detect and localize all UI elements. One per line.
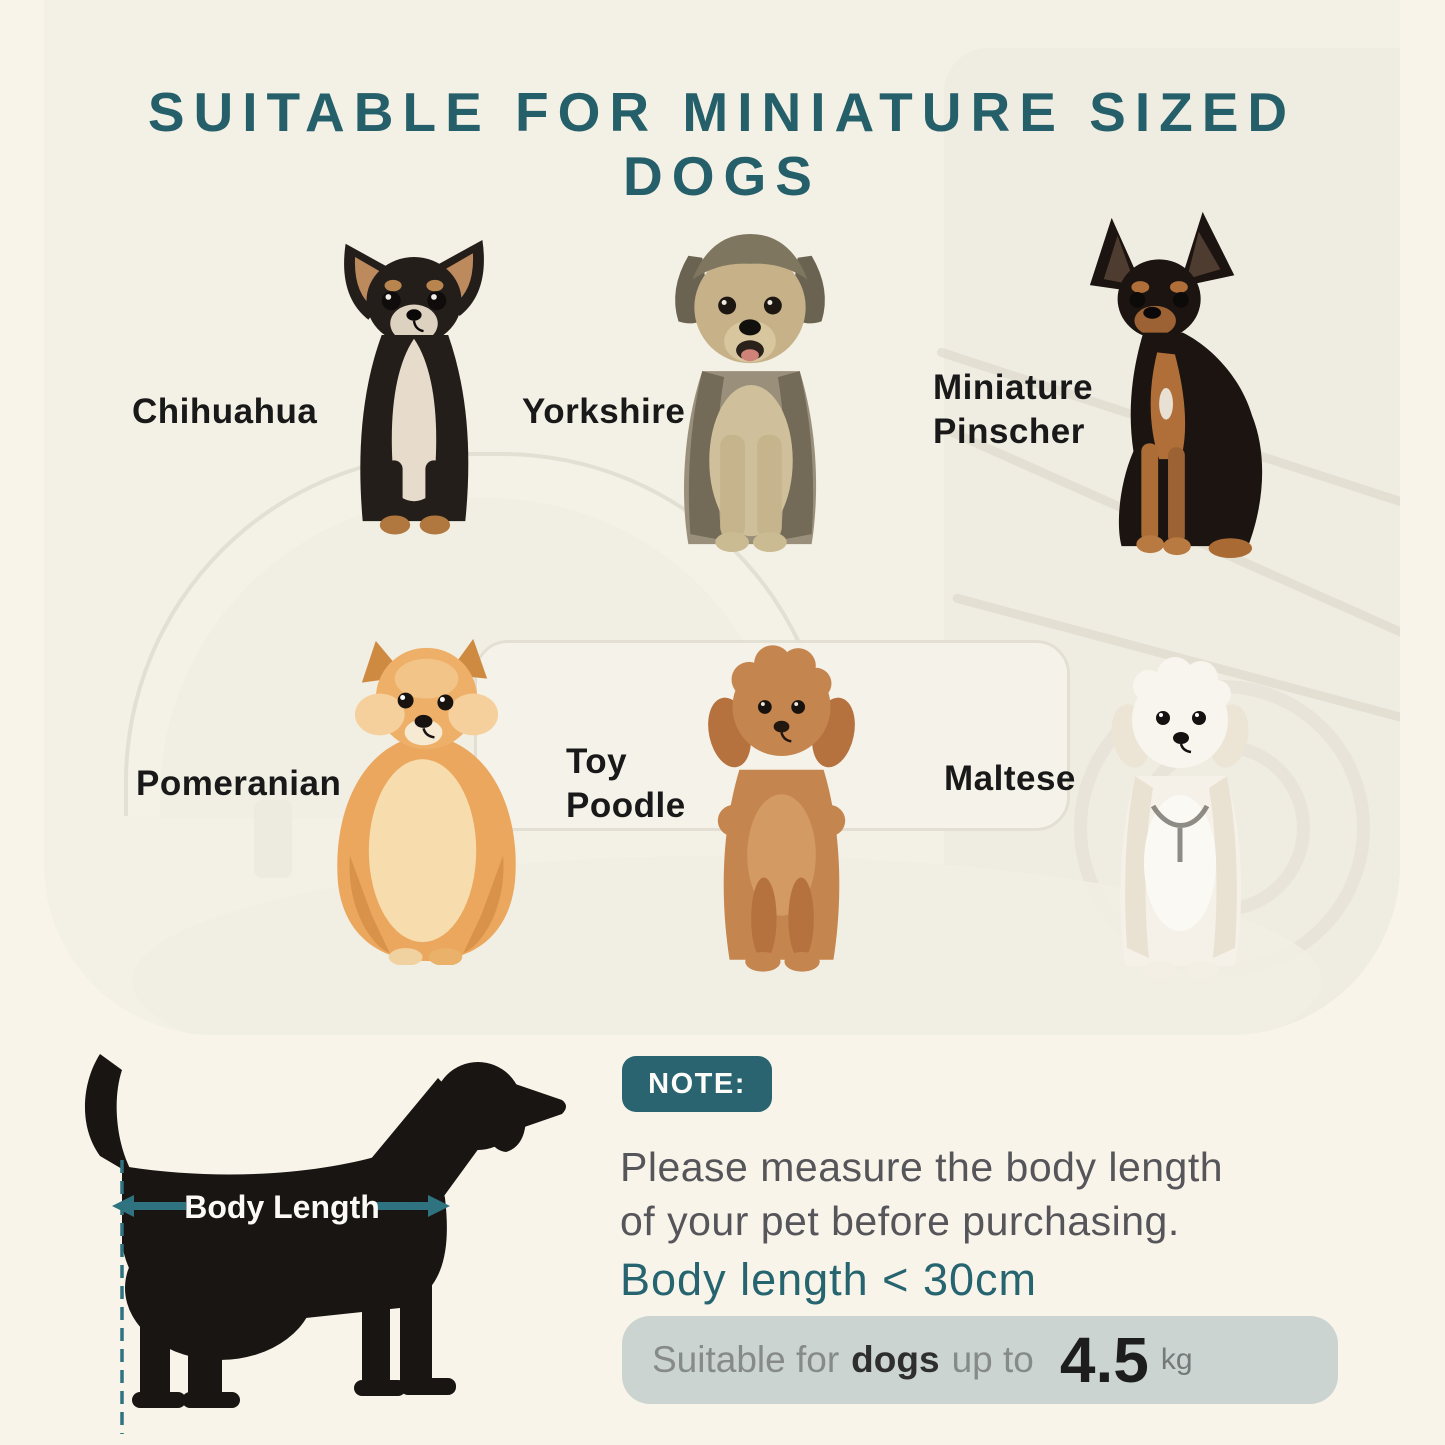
- breed-label-maltese: Maltese: [944, 759, 1076, 798]
- background-sofa-leg: [254, 800, 292, 878]
- body-length-diagram: Body Length: [70, 1048, 590, 1440]
- body-length-requirement: Body length < 30cm: [620, 1254, 1038, 1305]
- page-title: SUITABLE FOR MINIATURE SIZED DOGS: [147, 81, 1297, 207]
- capacity-value: 4.5: [1059, 1324, 1149, 1396]
- breed-label-miniature-pinscher: Miniature Pinscher: [933, 368, 1094, 451]
- breed-label-chihuahua: Chihuahua: [132, 392, 318, 431]
- capacity-unit: kg: [1160, 1343, 1193, 1376]
- capacity-prefix: Suitable for: [652, 1339, 840, 1380]
- measure-annotation: Body Length: [112, 1160, 450, 1434]
- toy-poodle-photo: [708, 633, 855, 974]
- note-badge-label: NOTE:: [648, 1067, 746, 1100]
- chihuahua-photo: [338, 196, 490, 548]
- pomeranian-photo: [320, 617, 534, 965]
- maltese-photo: [1100, 648, 1260, 978]
- miniature-pinscher-photo: [1072, 206, 1270, 562]
- body-length-label: Body Length: [184, 1189, 380, 1225]
- capacity-subject: dogs: [851, 1339, 940, 1380]
- yorkshire-photo: [664, 224, 836, 562]
- dog-silhouette: [84, 1054, 566, 1408]
- breed-label-toy-poodle: Toy Poodle: [566, 742, 686, 825]
- note-badge: NOTE:: [622, 1056, 772, 1112]
- capacity-bar: Suitable for dogs up to 4.5 kg: [622, 1316, 1338, 1404]
- capacity-connector: up to: [951, 1339, 1034, 1380]
- note-text: Please measure the body length of your p…: [620, 1144, 1224, 1244]
- breed-label-pomeranian: Pomeranian: [136, 764, 342, 803]
- breed-label-yorkshire: Yorkshire: [522, 392, 686, 431]
